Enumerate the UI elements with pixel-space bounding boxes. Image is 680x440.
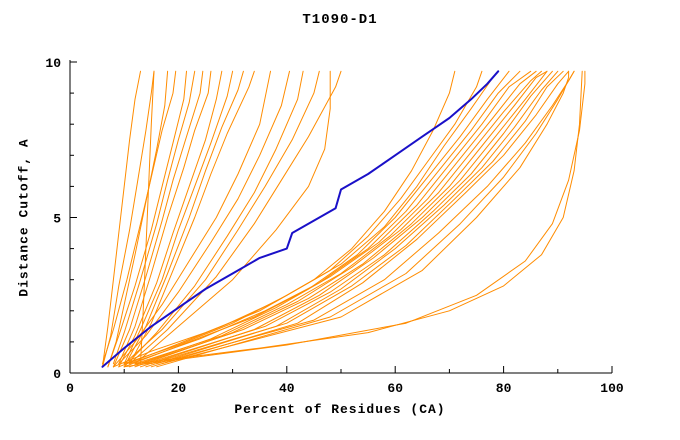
x-tick-label: 20 (171, 381, 187, 396)
series-model-02 (102, 70, 155, 368)
series-model-11 (123, 70, 234, 365)
y-tick-label: 0 (53, 367, 61, 382)
series-model-27 (134, 70, 542, 368)
x-tick-label: 40 (279, 381, 295, 396)
series-model-07 (112, 70, 196, 365)
series-model-38 (123, 70, 586, 368)
series-model-14 (112, 70, 271, 368)
series-model-22 (123, 70, 499, 365)
series-model-01 (102, 70, 141, 368)
series-model-10 (118, 70, 223, 368)
series-model-37 (134, 70, 583, 365)
series-model-32 (150, 70, 564, 365)
series-model-24 (129, 70, 521, 365)
series-model-06 (107, 70, 187, 368)
y-tick-label: 5 (53, 212, 61, 227)
series-model-12 (123, 70, 244, 368)
series-model-31 (145, 70, 559, 368)
series-model-26 (134, 70, 537, 365)
series-model-36 (161, 70, 570, 365)
series-model-29 (140, 70, 548, 368)
series-model-16 (123, 70, 304, 368)
series-model-03 (140, 70, 155, 365)
series-highlighted-model (101, 70, 500, 368)
series-model-17 (123, 70, 320, 365)
series-model-33 (150, 70, 570, 368)
x-tick-label: 80 (496, 381, 512, 396)
series-model-08 (112, 70, 204, 368)
y-tick-label: 10 (45, 56, 61, 71)
chart-title: T1090-D1 (302, 12, 378, 28)
series-model-28 (140, 70, 548, 365)
series-model-05 (102, 70, 177, 365)
x-axis-label: Percent of Residues (CA) (234, 402, 446, 417)
series-model-35 (156, 70, 575, 368)
series-model-21 (118, 70, 483, 368)
series-model-20 (112, 70, 456, 368)
series-model-18 (129, 70, 342, 365)
series-model-25 (129, 70, 532, 368)
series-model-30 (145, 70, 553, 365)
series-model-34 (156, 70, 575, 365)
x-tick-label: 100 (600, 381, 624, 396)
series-model-09 (118, 70, 212, 365)
x-tick-label: 0 (66, 381, 74, 396)
series-model-19 (134, 70, 331, 365)
series-model-15 (118, 70, 290, 365)
series-model-04 (107, 70, 169, 368)
x-tick-label: 60 (387, 381, 403, 396)
